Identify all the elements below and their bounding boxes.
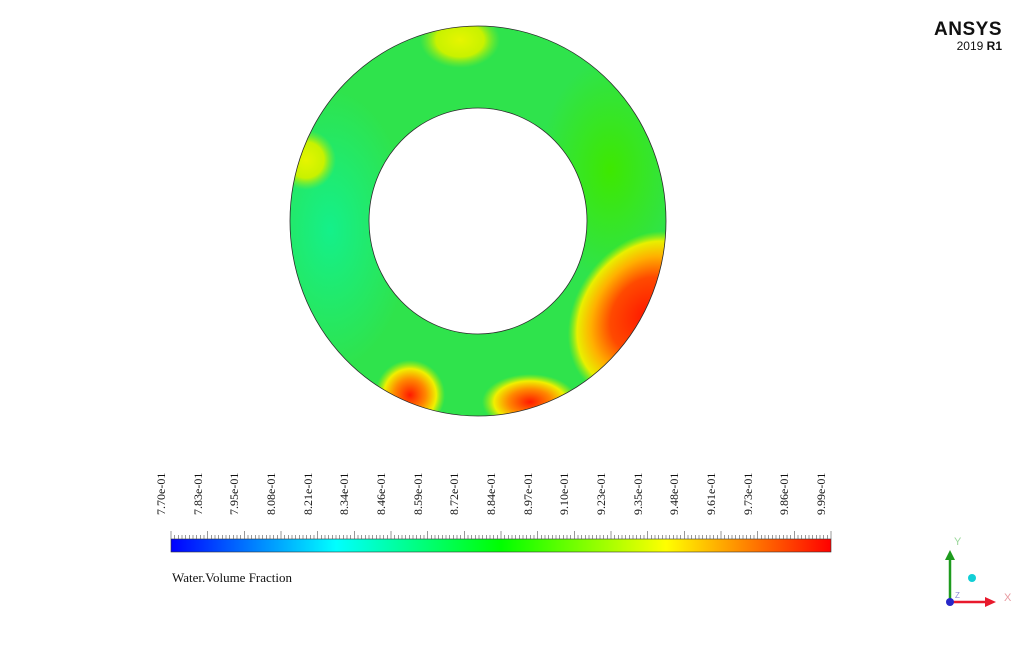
colorbar-tick-label: 9.61e-01: [704, 465, 723, 515]
colorbar-tick-text: 8.08e-01: [264, 472, 278, 515]
colorbar-tick-text: 9.61e-01: [704, 472, 718, 515]
logo-version-release: R1: [986, 39, 1002, 53]
colorbar: [170, 531, 832, 553]
colorbar-tick-label: 8.97e-01: [520, 465, 540, 515]
colorbar-tick-text: 9.10e-01: [557, 472, 572, 515]
triad-x-arrow: [985, 597, 996, 607]
triad-z-label: Z: [955, 591, 960, 600]
colorbar-tick-label: 9.86e-01: [777, 465, 796, 515]
colorbar-tick-text: 7.70e-01: [154, 472, 168, 515]
triad-z-axis: [946, 598, 954, 606]
colorbar-tick-label: 9.23e-01: [594, 465, 613, 515]
colorbar-tick-label: 9.73e-01: [740, 465, 760, 515]
colorbar-tick-label: 9.35e-01: [630, 465, 650, 515]
colorbar-tick-text: 8.21e-01: [300, 472, 315, 515]
ansys-logo: ANSYS 2019 R1: [920, 20, 1002, 53]
triad-y-label: Y: [954, 536, 962, 548]
colorbar-tick-label: 7.83e-01: [190, 465, 210, 515]
colorbar-tick-text: 8.34e-01: [337, 472, 352, 515]
colorbar-tick-text: 9.73e-01: [740, 472, 755, 515]
colorbar-tick-label: 7.95e-01: [227, 465, 246, 515]
colorbar-tick-text: 9.86e-01: [777, 472, 792, 515]
colorbar-tick-text: 8.46e-01: [374, 472, 388, 515]
colorbar-tick-label: 9.10e-01: [557, 465, 576, 515]
colorbar-tick-text: 8.84e-01: [484, 472, 498, 515]
logo-version: 2019 R1: [920, 40, 1002, 53]
logo-version-year: 2019: [956, 39, 984, 53]
colorbar-tick-text: 8.97e-01: [520, 472, 535, 515]
axes-triad: Y X Z: [945, 536, 1012, 607]
colorbar-tick-text: 9.35e-01: [630, 472, 645, 515]
contour-hotspot-bottom-right: [482, 374, 578, 416]
colorbar-tick-text: 8.72e-01: [447, 472, 462, 515]
colorbar-tick-label: 8.34e-01: [337, 465, 356, 515]
colorbar-tick-label: 8.59e-01: [410, 465, 430, 515]
colorbar-tick-label: 8.84e-01: [484, 465, 503, 515]
contour-hotspot-left: [290, 130, 336, 190]
colorbar-tick-label: 9.99e-01: [814, 465, 833, 515]
ring-outer-edge: [289, 25, 667, 417]
colorbar-tick-label: 8.21e-01: [300, 465, 320, 515]
colorbar-tick-label: 8.46e-01: [374, 465, 393, 515]
colorbar-tick-label: 8.72e-01: [447, 465, 466, 515]
triad-x-label: X: [1004, 592, 1012, 604]
colorbar-tick-text: 9.99e-01: [814, 472, 828, 515]
colorbar-tick-text: 9.23e-01: [594, 472, 608, 515]
colorbar-tick-text: 7.83e-01: [190, 472, 205, 515]
colorbar-tick-label: 9.48e-01: [667, 465, 686, 515]
colorbar-tick-text: 9.48e-01: [667, 472, 682, 515]
ring-inner-edge: [368, 107, 588, 335]
contour-hotspot-bottom-left: [375, 360, 445, 416]
triad-view-dot: [968, 574, 976, 582]
triad-y-arrow: [945, 550, 955, 560]
logo-brand: ANSYS: [934, 19, 1002, 40]
contour-hotspot-top: [420, 26, 500, 68]
colorbar-variable-label: Water.Volume Fraction: [172, 570, 293, 585]
colorbar-minor-ticks: [170, 531, 832, 539]
colorbar-tick-label: 8.08e-01: [264, 465, 283, 515]
colorbar-tick-text: 7.95e-01: [227, 472, 242, 515]
colorbar-gradient: [170, 538, 832, 553]
contour-region-left: [290, 90, 410, 370]
colorbar-tick-text: 8.59e-01: [410, 472, 425, 515]
colorbar-tick-label: 7.70e-01: [154, 465, 173, 515]
